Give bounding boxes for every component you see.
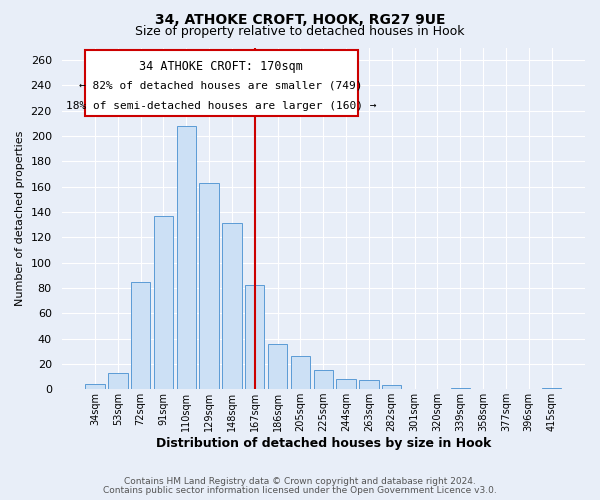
Text: Size of property relative to detached houses in Hook: Size of property relative to detached ho…	[135, 25, 465, 38]
Y-axis label: Number of detached properties: Number of detached properties	[15, 130, 25, 306]
Text: 34 ATHOKE CROFT: 170sqm: 34 ATHOKE CROFT: 170sqm	[139, 60, 303, 73]
Text: 34, ATHOKE CROFT, HOOK, RG27 9UE: 34, ATHOKE CROFT, HOOK, RG27 9UE	[155, 12, 445, 26]
FancyBboxPatch shape	[85, 50, 358, 116]
Bar	[382, 386, 401, 389]
Text: ← 82% of detached houses are smaller (749): ← 82% of detached houses are smaller (74…	[79, 80, 363, 90]
Bar	[268, 344, 287, 389]
Bar	[222, 224, 242, 389]
Text: Contains public sector information licensed under the Open Government Licence v3: Contains public sector information licen…	[103, 486, 497, 495]
Bar	[451, 388, 470, 389]
Bar	[199, 183, 219, 389]
X-axis label: Distribution of detached houses by size in Hook: Distribution of detached houses by size …	[155, 437, 491, 450]
Text: 18% of semi-detached houses are larger (160) →: 18% of semi-detached houses are larger (…	[66, 100, 376, 110]
Bar	[176, 126, 196, 389]
Bar	[314, 370, 333, 389]
Bar	[85, 384, 105, 389]
Bar	[337, 379, 356, 389]
Bar	[131, 282, 151, 389]
Bar	[108, 372, 128, 389]
Bar	[154, 216, 173, 389]
Bar	[542, 388, 561, 389]
Bar	[245, 286, 265, 389]
Text: Contains HM Land Registry data © Crown copyright and database right 2024.: Contains HM Land Registry data © Crown c…	[124, 477, 476, 486]
Bar	[359, 380, 379, 389]
Bar	[291, 356, 310, 389]
